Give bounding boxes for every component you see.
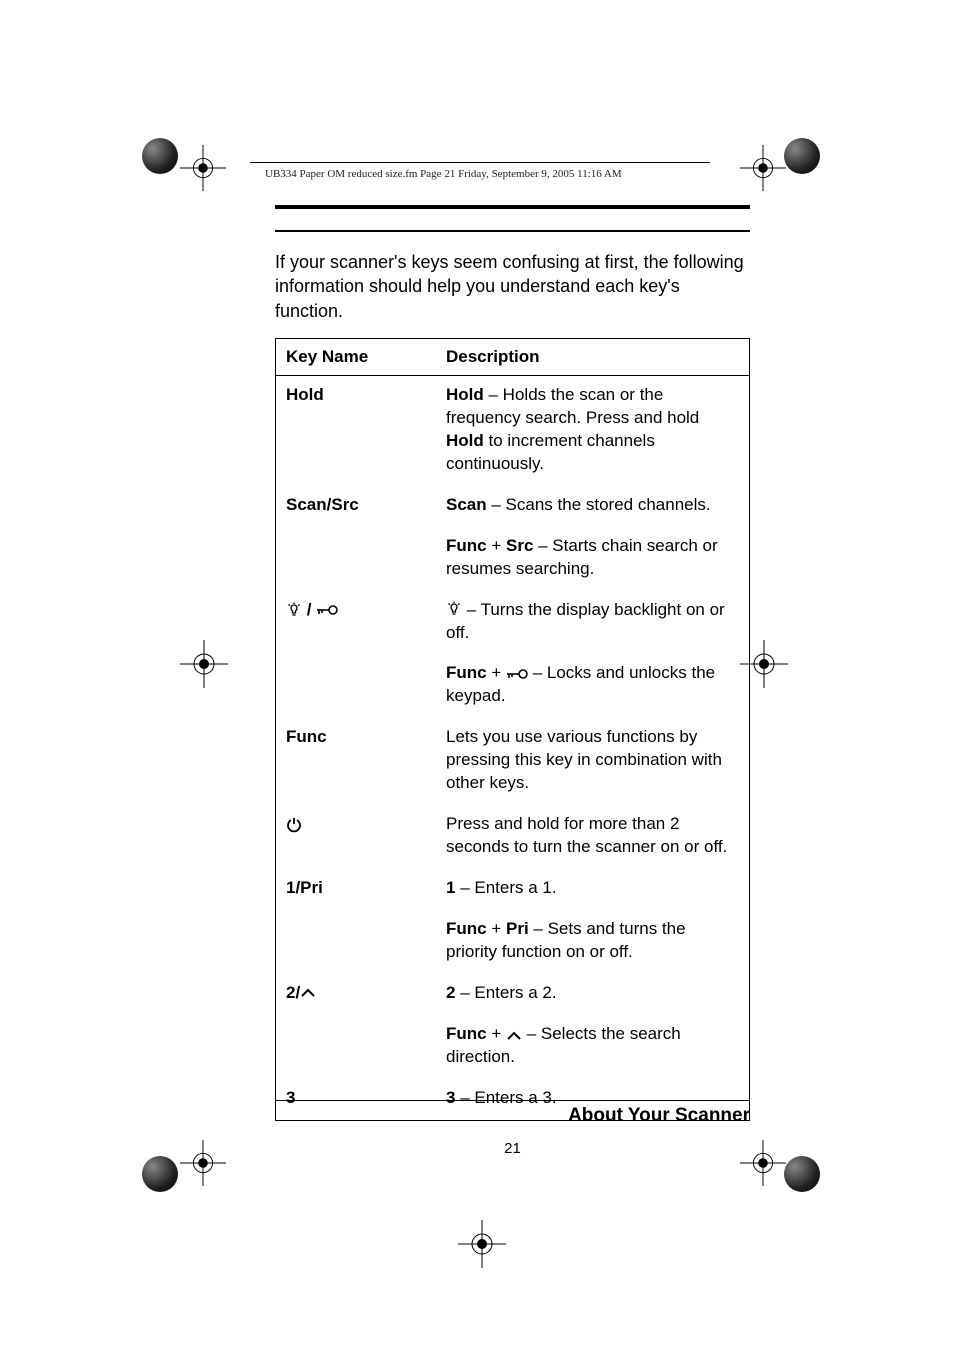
table-row: Scan/SrcScan – Scans the stored channels… bbox=[276, 486, 749, 527]
key-cell bbox=[276, 910, 436, 974]
key-cell bbox=[276, 654, 436, 718]
desc-cell: Func + – Locks and unlocks the keypad. bbox=[436, 654, 749, 718]
key-cell: Func bbox=[276, 718, 436, 805]
print-ball-bl bbox=[142, 1156, 178, 1192]
desc-cell: Press and hold for more than 2 seconds t… bbox=[436, 805, 749, 869]
table-row: Func + Pri – Sets and turns the priority… bbox=[276, 910, 749, 974]
key-cell: / bbox=[276, 591, 436, 655]
print-ball-tr bbox=[784, 138, 820, 174]
page-header-caption: UB334 Paper OM reduced size.fm Page 21 F… bbox=[265, 168, 622, 180]
desc-cell: Lets you use various functions by pressi… bbox=[436, 718, 749, 805]
desc-cell: – Turns the display backlight on or off. bbox=[436, 591, 749, 655]
desc-cell: Scan – Scans the stored channels. bbox=[436, 486, 749, 527]
table-row: Func + – Locks and unlocks the keypad. bbox=[276, 654, 749, 718]
desc-cell: Func + Pri – Sets and turns the priority… bbox=[436, 910, 749, 974]
reg-mark-tr bbox=[740, 145, 786, 191]
table-row: 1/Pri1 – Enters a 1. bbox=[276, 869, 749, 910]
col-key-name: Key Name bbox=[276, 339, 436, 376]
print-ball-br bbox=[784, 1156, 820, 1192]
intro-text: If your scanner's keys seem confusing at… bbox=[275, 250, 750, 323]
table-row: Func + Src – Starts chain search or resu… bbox=[276, 527, 749, 591]
page-number: 21 bbox=[275, 1140, 750, 1157]
desc-cell: Func + – Selects the search direction. bbox=[436, 1015, 749, 1079]
reg-mark-tl bbox=[180, 145, 226, 191]
keys-table: Key Name Description HoldHold – Holds th… bbox=[275, 338, 750, 1121]
key-cell: 1/Pri bbox=[276, 869, 436, 910]
section-title: About Your Scanner bbox=[275, 1100, 750, 1127]
rule-heavy bbox=[275, 205, 750, 209]
desc-cell: 1 – Enters a 1. bbox=[436, 869, 749, 910]
key-cell: Scan/Src bbox=[276, 486, 436, 527]
table-row: FuncLets you use various functions by pr… bbox=[276, 718, 749, 805]
table-row: Press and hold for more than 2 seconds t… bbox=[276, 805, 749, 869]
key-cell bbox=[276, 1015, 436, 1079]
desc-cell: Hold – Holds the scan or the frequency s… bbox=[436, 376, 749, 486]
header-rule bbox=[250, 162, 710, 163]
table-row: HoldHold – Holds the scan or the frequen… bbox=[276, 376, 749, 486]
reg-mark-left bbox=[180, 640, 228, 688]
key-cell bbox=[276, 805, 436, 869]
desc-cell: 2 – Enters a 2. bbox=[436, 974, 749, 1015]
key-cell bbox=[276, 527, 436, 591]
print-ball-tl bbox=[142, 138, 178, 174]
table-row: Func + – Selects the search direction. bbox=[276, 1015, 749, 1079]
key-cell: Hold bbox=[276, 376, 436, 486]
table-row: / – Turns the display backlight on or of… bbox=[276, 591, 749, 655]
table-body: HoldHold – Holds the scan or the frequen… bbox=[276, 376, 749, 1120]
reg-mark-bl bbox=[180, 1140, 226, 1186]
col-description: Description bbox=[436, 339, 749, 376]
table-row: 2/2 – Enters a 2. bbox=[276, 974, 749, 1015]
reg-mark-bottom bbox=[458, 1220, 506, 1268]
desc-cell: Func + Src – Starts chain search or resu… bbox=[436, 527, 749, 591]
rule-thin bbox=[275, 230, 750, 232]
key-cell: 2/ bbox=[276, 974, 436, 1015]
